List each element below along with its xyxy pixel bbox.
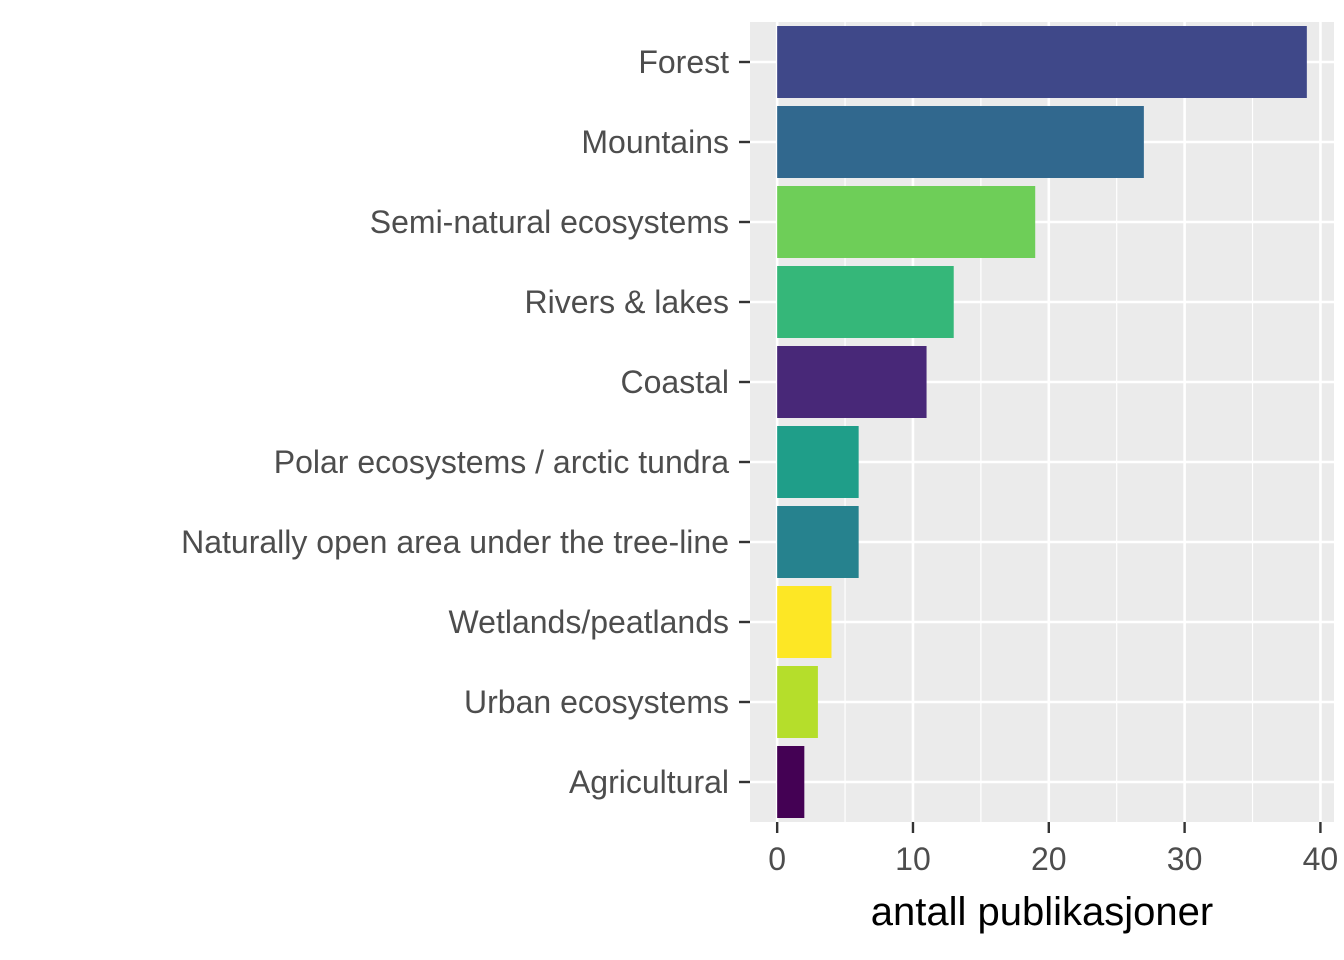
bar xyxy=(777,746,805,818)
y-tick-label: Forest xyxy=(638,44,729,80)
y-tick-label: Polar ecosystems / arctic tundra xyxy=(274,444,729,480)
x-tick-label: 10 xyxy=(895,841,931,877)
x-tick-label: 40 xyxy=(1303,841,1339,877)
bar xyxy=(777,346,927,418)
bar xyxy=(777,426,859,498)
y-tick-label: Wetlands/peatlands xyxy=(449,604,729,640)
x-tick-label: 30 xyxy=(1167,841,1203,877)
bar xyxy=(777,666,818,738)
x-axis-title: antall publikasjoner xyxy=(871,890,1213,934)
y-tick-label: Agricultural xyxy=(569,764,729,800)
bar xyxy=(777,186,1036,258)
bar xyxy=(777,266,954,338)
y-tick-label: Rivers & lakes xyxy=(525,284,730,320)
y-tick-label: Mountains xyxy=(581,124,729,160)
bar xyxy=(777,106,1144,178)
y-tick-label: Coastal xyxy=(621,364,730,400)
bars xyxy=(777,26,1307,818)
bar xyxy=(777,586,832,658)
x-tick-label: 20 xyxy=(1031,841,1067,877)
x-tick-label: 0 xyxy=(768,841,786,877)
y-axis-ticks: Forest Mountains Semi-natural ecosystems Ri… xyxy=(181,44,750,800)
bar xyxy=(777,26,1307,98)
x-axis-ticks: 0 10 20 30 40 xyxy=(768,822,1338,877)
y-tick-label: Naturally open area under the tree-line xyxy=(181,524,729,560)
y-tick-label: Semi-natural ecosystems xyxy=(370,204,729,240)
bar xyxy=(777,506,859,578)
y-tick-label: Urban ecosystems xyxy=(464,684,729,720)
